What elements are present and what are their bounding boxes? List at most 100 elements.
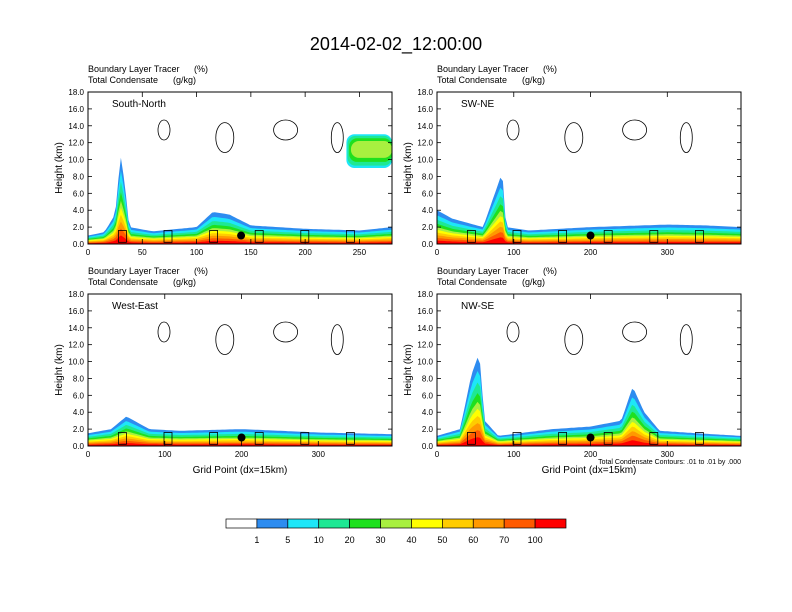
colorbar: 1 5 10 20 30 40 50 60 70 100 xyxy=(225,518,567,545)
condensate-contour xyxy=(273,321,299,343)
condensate-contour xyxy=(649,432,659,445)
subtitle-condensate-units: (g/kg) xyxy=(173,277,196,287)
y-tick-label: 14.0 xyxy=(417,122,433,131)
y-tick-label: 10.0 xyxy=(417,358,433,367)
location-marker xyxy=(237,433,246,442)
panel-west-east: 0.0 2.0 4.0 6.0 8.0 10.0 12.0 14.0 16.0 18.0 0 100 2… xyxy=(54,266,393,476)
subtitle-condensate-units: (g/kg) xyxy=(522,75,545,85)
x-tick-label: 250 xyxy=(353,248,367,257)
tracer-band-10 xyxy=(437,437,741,446)
y-tick-label: 4.0 xyxy=(73,206,85,215)
y-tick-label: 16.0 xyxy=(68,105,84,114)
colorbar-swatch xyxy=(287,518,320,529)
x-tick-label: 200 xyxy=(298,248,312,257)
tracer-band-3 xyxy=(437,196,741,244)
y-tick-label: 0.0 xyxy=(73,442,85,451)
plot-area xyxy=(88,119,392,244)
subtitle-condensate: Total Condensate xyxy=(437,277,507,287)
colorbar-label: 70 xyxy=(499,535,509,545)
subtitle-condensate: Total Condensate xyxy=(437,75,507,85)
colorbar-swatch xyxy=(349,518,381,529)
y-axis-label: Height (km) xyxy=(54,344,65,396)
y-tick-label: 16.0 xyxy=(68,307,84,316)
subtitle-tracer: Boundary Layer Tracer xyxy=(437,266,529,276)
y-tick-label: 10.0 xyxy=(417,156,433,165)
y-tick-label: 6.0 xyxy=(73,189,85,198)
panels-group: 0.0 2.0 4.0 6.0 8.0 10.0 12.0 14.0 16.0 18.0 0 50 10… xyxy=(54,64,742,476)
y-tick-label: 18.0 xyxy=(417,88,433,97)
condensate-contour xyxy=(163,432,173,445)
x-tick-label: 100 xyxy=(507,450,521,459)
condensate-contour xyxy=(118,230,127,243)
y-tick-label: 2.0 xyxy=(422,223,434,232)
condensate-contour xyxy=(506,119,520,141)
y-axis-label: Height (km) xyxy=(403,344,414,396)
y-tick-label: 0.0 xyxy=(422,442,434,451)
condensate-contour xyxy=(330,324,344,356)
colorbar-swatch xyxy=(503,518,536,529)
y-tick-label: 2.0 xyxy=(73,425,85,434)
x-tick-label: 0 xyxy=(86,248,91,257)
plot-area xyxy=(88,321,392,446)
y-tick-label: 10.0 xyxy=(68,156,84,165)
y-tick-label: 12.0 xyxy=(68,341,84,350)
tracer-band-7 xyxy=(437,221,741,244)
colorbar-swatch xyxy=(534,518,567,529)
condensate-contour xyxy=(254,230,264,243)
y-tick-label: 8.0 xyxy=(422,374,434,383)
location-marker xyxy=(586,433,595,442)
x-tick-label: 50 xyxy=(138,248,147,257)
x-tick-label: 200 xyxy=(235,450,249,459)
condensate-contour xyxy=(564,122,584,154)
subtitle-tracer: Boundary Layer Tracer xyxy=(437,64,529,74)
y-tick-label: 14.0 xyxy=(68,122,84,131)
subtitle-condensate: Total Condensate xyxy=(88,277,158,287)
condensate-contour xyxy=(679,122,693,154)
x-tick-label: 200 xyxy=(584,248,598,257)
plot-frame xyxy=(87,91,393,245)
condensate-contour xyxy=(330,122,344,154)
location-marker xyxy=(237,231,246,240)
condensate-contour xyxy=(466,432,476,445)
panel-label: West-East xyxy=(112,301,158,312)
condensate-contour xyxy=(695,432,704,445)
tracer-band-6 xyxy=(437,216,741,244)
panel-label: SW-NE xyxy=(461,99,494,110)
condensate-contour xyxy=(254,432,264,445)
x-tick-label: 300 xyxy=(661,450,675,459)
tracer-band-10 xyxy=(437,237,741,244)
y-tick-label: 2.0 xyxy=(73,223,85,232)
colorbar-swatch xyxy=(472,518,505,529)
condensate-contour xyxy=(215,122,235,154)
x-tick-label: 100 xyxy=(507,248,521,257)
y-tick-label: 18.0 xyxy=(68,290,84,299)
tracer-band-8 xyxy=(437,226,741,244)
subtitle-tracer-units: (%) xyxy=(543,266,557,276)
condensate-contour xyxy=(558,432,567,445)
colorbar-label: 50 xyxy=(437,535,447,545)
condensate-contour xyxy=(466,230,476,243)
colorbar-swatch xyxy=(318,518,350,529)
y-tick-label: 14.0 xyxy=(417,324,433,333)
condensate-contour xyxy=(273,119,299,141)
condensate-contour xyxy=(157,119,171,141)
subtitle-tracer-units: (%) xyxy=(194,266,208,276)
panel-label: NW-SE xyxy=(461,301,494,312)
subtitle-tracer: Boundary Layer Tracer xyxy=(88,266,180,276)
figure-title: 2014-02-02_12:00:00 xyxy=(310,34,482,55)
y-tick-label: 4.0 xyxy=(422,408,434,417)
y-tick-label: 12.0 xyxy=(417,341,433,350)
condensate-contour xyxy=(622,119,647,141)
plot-area xyxy=(437,119,741,244)
tracer-band-1 xyxy=(437,177,741,244)
y-tick-label: 0.0 xyxy=(422,240,434,249)
tracer-band-5 xyxy=(437,210,741,244)
condensate-contour xyxy=(506,321,520,343)
y-axis-label: Height (km) xyxy=(403,142,414,194)
tracer-band-9 xyxy=(437,232,741,244)
condensate-contour xyxy=(603,432,613,445)
tracer-band-10 xyxy=(88,235,392,244)
y-tick-label: 16.0 xyxy=(417,307,433,316)
y-tick-label: 6.0 xyxy=(73,391,85,400)
